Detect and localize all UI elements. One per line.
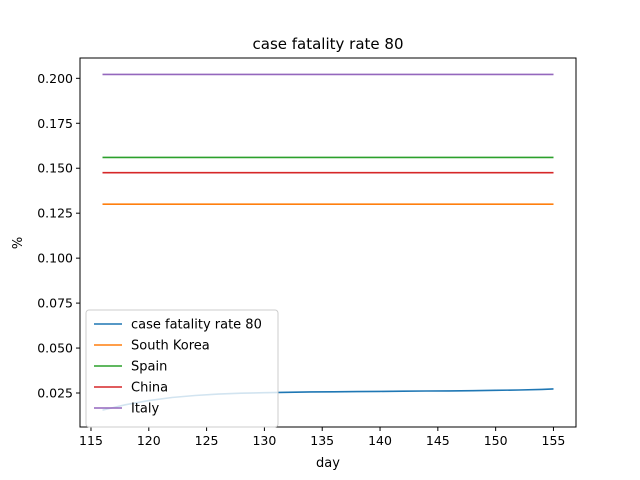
y-axis: 0.025 0.050 0.075 0.100 0.125 0.150 0.175 0.200 <box>37 71 80 401</box>
legend-label: South Korea <box>131 339 210 354</box>
x-tick-label: 150 <box>484 433 508 448</box>
y-tick-label: 0.100 <box>37 251 73 266</box>
y-tick-label: 0.200 <box>37 71 73 86</box>
x-tick-label: 125 <box>195 433 219 448</box>
x-tick-label: 120 <box>137 433 161 448</box>
x-axis: 115 120 125 130 135 140 145 150 155 <box>79 427 565 448</box>
y-tick-label: 0.125 <box>37 206 73 221</box>
legend: case fatality rate 80 South Korea Spain Chi… <box>85 309 279 428</box>
x-tick-label: 115 <box>79 433 103 448</box>
y-tick-label: 0.075 <box>37 296 73 311</box>
legend-label: case fatality rate 80 <box>131 318 262 333</box>
y-tick-label: 0.025 <box>37 386 73 401</box>
y-tick-label: 0.050 <box>37 341 73 356</box>
axes-frame <box>79 57 577 428</box>
legend-label: China <box>131 381 168 396</box>
x-tick-label: 155 <box>542 433 566 448</box>
legend-label: Spain <box>131 360 167 375</box>
legend-box <box>85 309 279 428</box>
x-tick-label: 130 <box>252 433 276 448</box>
x-tick-label: 140 <box>368 433 392 448</box>
chart-title: case fatality rate 80 <box>253 35 404 53</box>
y-tick-label: 0.175 <box>37 116 73 131</box>
x-tick-label: 135 <box>310 433 334 448</box>
legend-label: Italy <box>131 402 160 417</box>
y-tick-label: 0.150 <box>37 161 73 176</box>
x-tick-label: 145 <box>426 433 450 448</box>
y-axis-label: % <box>11 237 26 249</box>
x-axis-label: day <box>316 456 340 471</box>
